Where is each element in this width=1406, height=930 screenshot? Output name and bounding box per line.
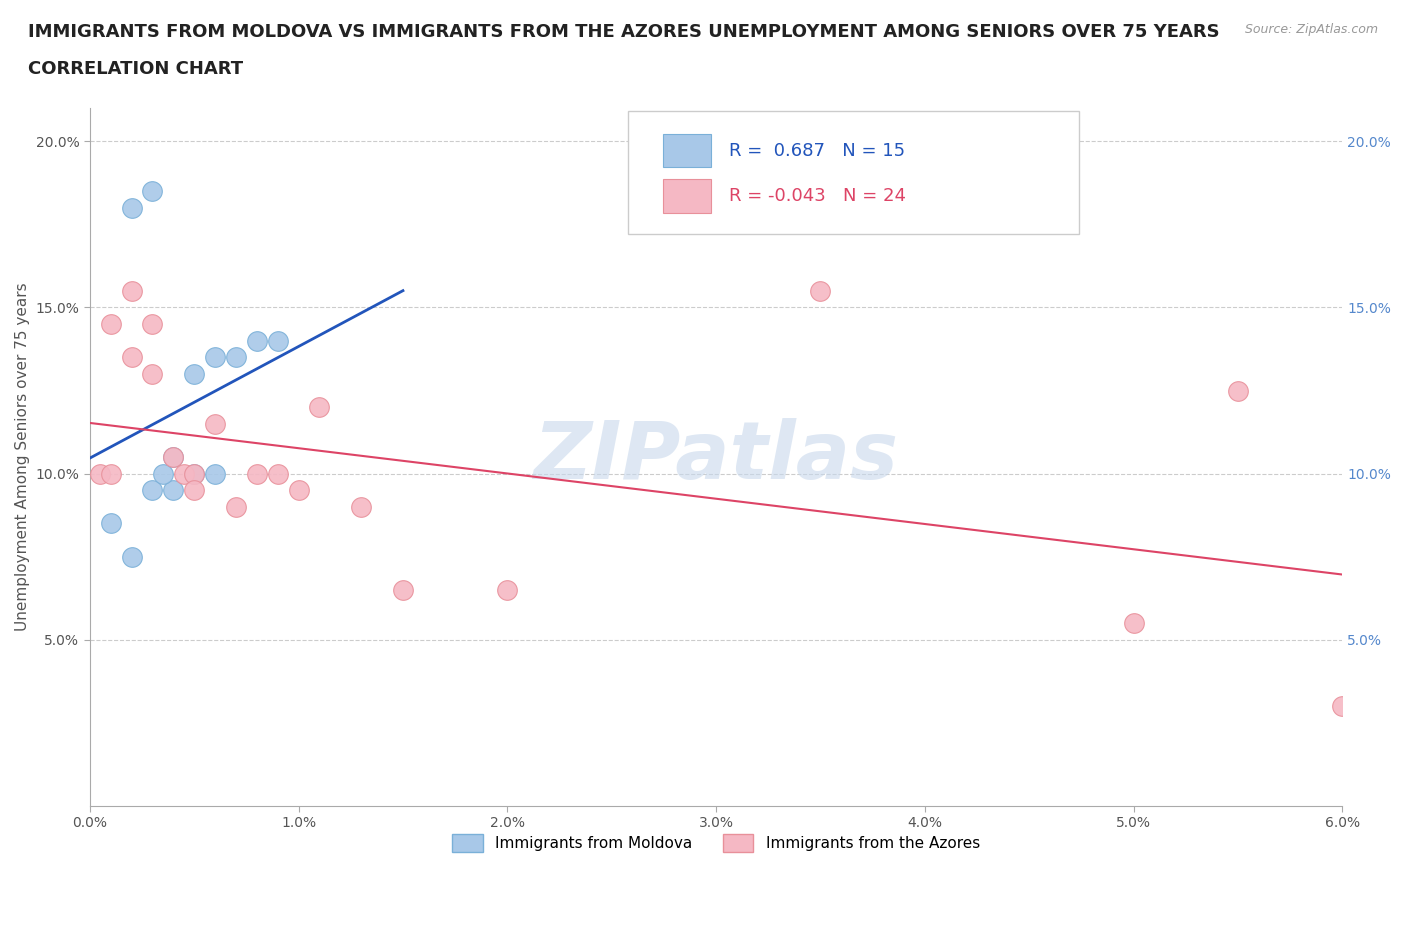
Point — [141, 316, 163, 331]
Point — [173, 466, 195, 481]
Point — [204, 417, 226, 432]
Point — [100, 516, 122, 531]
Text: Source: ZipAtlas.com: Source: ZipAtlas.com — [1244, 23, 1378, 36]
Point — [496, 582, 519, 597]
Point — [246, 466, 269, 481]
Point — [287, 483, 309, 498]
Point — [162, 449, 184, 464]
FancyBboxPatch shape — [628, 112, 1080, 233]
Point — [267, 466, 290, 481]
Point — [183, 466, 205, 481]
Text: CORRELATION CHART: CORRELATION CHART — [28, 60, 243, 78]
Point — [121, 350, 143, 365]
Point — [308, 400, 330, 415]
Point — [1226, 383, 1249, 398]
Point — [1122, 616, 1144, 631]
Point — [246, 333, 269, 348]
Bar — [664, 134, 711, 167]
Point — [141, 183, 163, 198]
Point — [121, 550, 143, 565]
Point — [89, 466, 111, 481]
Point — [204, 466, 226, 481]
Point — [204, 350, 226, 365]
Point — [121, 200, 143, 215]
Bar — [664, 179, 711, 213]
Text: R =  0.687   N = 15: R = 0.687 N = 15 — [728, 141, 904, 160]
Point — [100, 316, 122, 331]
Y-axis label: Unemployment Among Seniors over 75 years: Unemployment Among Seniors over 75 years — [15, 283, 30, 631]
Point — [350, 499, 373, 514]
Point — [162, 449, 184, 464]
Point — [152, 466, 174, 481]
Point — [183, 466, 205, 481]
Point — [810, 284, 832, 299]
Point — [141, 483, 163, 498]
Text: IMMIGRANTS FROM MOLDOVA VS IMMIGRANTS FROM THE AZORES UNEMPLOYMENT AMONG SENIORS: IMMIGRANTS FROM MOLDOVA VS IMMIGRANTS FR… — [28, 23, 1220, 41]
Point — [183, 366, 205, 381]
Point — [267, 333, 290, 348]
Point — [392, 582, 415, 597]
Point — [162, 483, 184, 498]
Point — [183, 483, 205, 498]
Point — [225, 350, 247, 365]
Point — [100, 466, 122, 481]
Text: ZIPatlas: ZIPatlas — [533, 418, 898, 496]
Point — [1331, 698, 1354, 713]
Point — [141, 366, 163, 381]
Point — [225, 499, 247, 514]
Text: R = -0.043   N = 24: R = -0.043 N = 24 — [728, 187, 905, 205]
Legend: Immigrants from Moldova, Immigrants from the Azores: Immigrants from Moldova, Immigrants from… — [446, 828, 986, 857]
Point — [121, 284, 143, 299]
